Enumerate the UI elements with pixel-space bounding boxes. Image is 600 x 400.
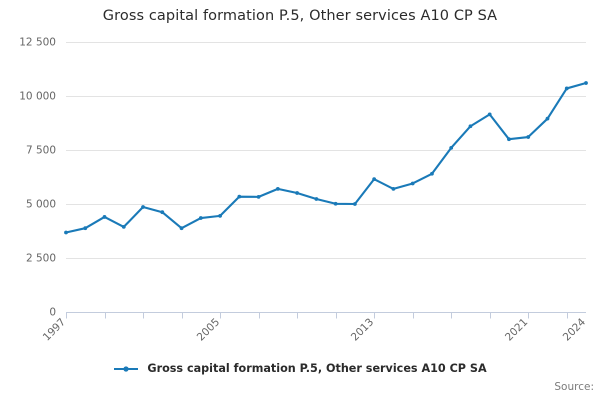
svg-text:10 000: 10 000 bbox=[19, 91, 56, 103]
svg-text:2 500: 2 500 bbox=[26, 253, 56, 265]
svg-text:0: 0 bbox=[49, 307, 56, 319]
gridlines bbox=[66, 42, 586, 259]
svg-text:2021: 2021 bbox=[503, 316, 530, 343]
svg-text:2005: 2005 bbox=[195, 316, 222, 343]
chart-title: Gross capital formation P.5, Other servi… bbox=[102, 8, 498, 24]
source-label: Source: bbox=[554, 381, 594, 393]
legend-line-marker-icon bbox=[114, 365, 139, 372]
x-axis-tick-marks bbox=[65, 312, 569, 319]
y-axis-tick-labels: 0 2 500 5 000 7 500 10 000 12 500 bbox=[19, 37, 56, 319]
svg-text:2024: 2024 bbox=[561, 316, 589, 344]
svg-text:1997: 1997 bbox=[41, 316, 68, 343]
legend-item-label: Gross capital formation P.5, Other servi… bbox=[147, 362, 487, 375]
x-axis-tick-labels: 1997 2005 2013 2021 2024 bbox=[41, 316, 589, 344]
svg-text:2013: 2013 bbox=[349, 316, 376, 343]
data-point-markers bbox=[64, 81, 588, 235]
data-series-line bbox=[64, 81, 588, 234]
chart-legend: Gross capital formation P.5, Other servi… bbox=[0, 362, 600, 375]
svg-text:5 000: 5 000 bbox=[26, 199, 56, 211]
svg-text:7 500: 7 500 bbox=[26, 145, 56, 157]
svg-text:12 500: 12 500 bbox=[19, 37, 56, 49]
